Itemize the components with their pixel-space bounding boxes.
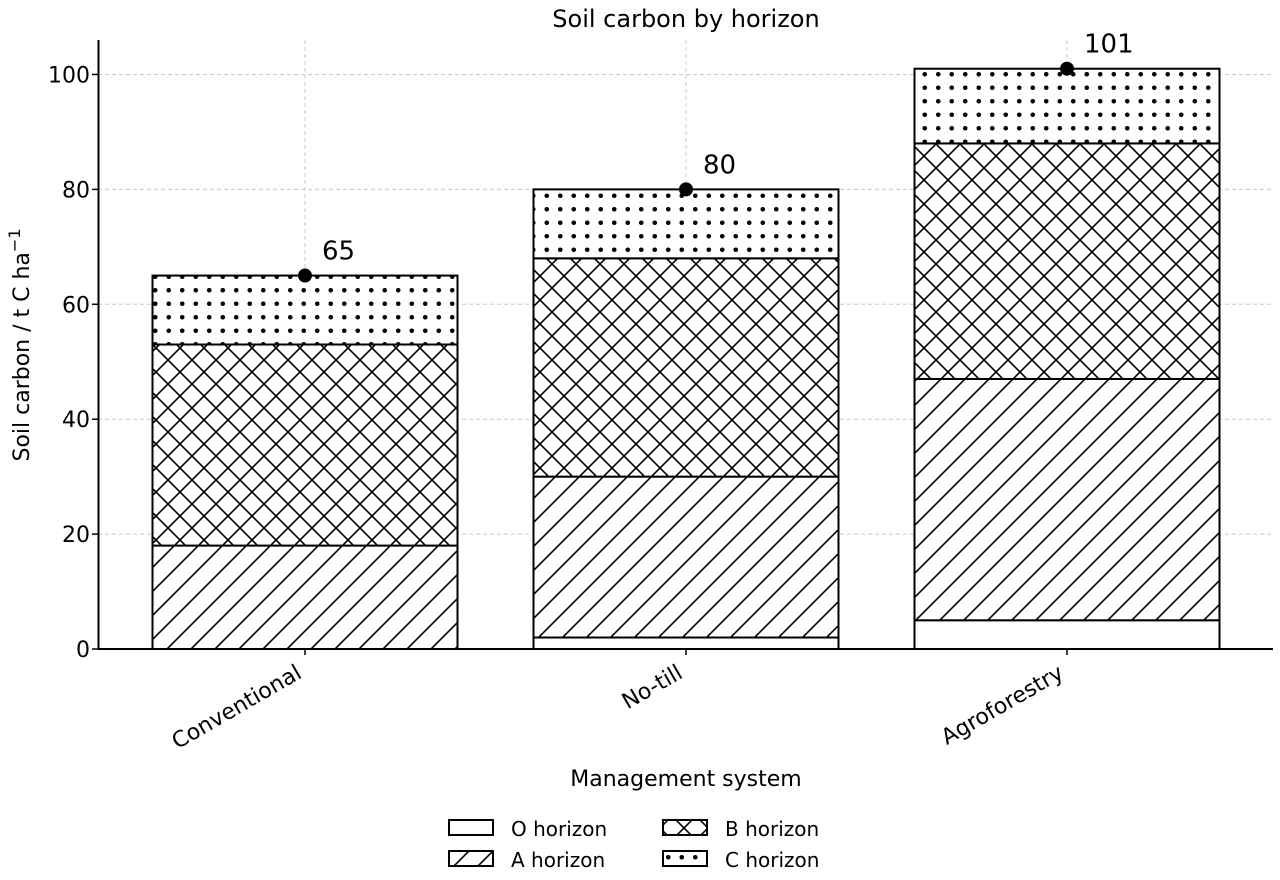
y-tick-label: 100 (48, 63, 90, 88)
bar-segment-c-horizon (532, 188, 840, 260)
y-tick-label: 0 (76, 638, 90, 663)
total-label: 80 (703, 150, 736, 180)
y-axis-title-superscript: −1 (5, 228, 24, 252)
x-tick-label: Agroforestry (937, 661, 1068, 751)
bar-segment-a-horizon (151, 544, 459, 650)
bar-segment-o-horizon (913, 619, 1221, 650)
y-tick-label: 80 (62, 178, 90, 203)
legend-swatch (662, 819, 708, 836)
y-tick-label: 20 (62, 523, 90, 548)
bar-stack-no-till (532, 188, 840, 651)
bar-segment-b-horizon (913, 142, 1221, 380)
bar-segment-c-horizon (151, 274, 459, 346)
legend-label: B horizon (725, 817, 819, 841)
legend-item-c-horizon: C horizon (662, 848, 819, 872)
bar-stacks (151, 67, 1221, 651)
legend-label: C horizon (725, 848, 819, 872)
y-axis-title: Soil carbon / t C ha−1 (5, 228, 35, 461)
bar-stack-agroforestry (913, 67, 1221, 650)
total-marker (679, 182, 693, 197)
y-tick-label: 40 (62, 408, 90, 433)
total-marker (298, 268, 312, 283)
legend-item-o-horizon: O horizon (448, 817, 607, 841)
legend-swatch (662, 850, 708, 867)
bar-segment-b-horizon (532, 257, 840, 478)
total-markers: 65 80 101 (298, 30, 1134, 283)
legend-swatch (448, 819, 494, 836)
bar-segment-b-horizon (151, 343, 459, 547)
y-tick-label: 60 (62, 293, 90, 318)
bar-segment-a-horizon (532, 475, 840, 639)
chart-title: Soil carbon by horizon (552, 5, 819, 33)
total-label: 101 (1084, 30, 1134, 60)
x-ticks: Conventional No-till Agroforestry (168, 649, 1068, 755)
total-marker (1060, 61, 1074, 76)
x-tick-label: Conventional (168, 661, 306, 755)
y-axis-title-text: Soil carbon / t C ha (10, 252, 35, 461)
legend-item-b-horizon: B horizon (662, 817, 819, 841)
bar-stack-conventional (151, 274, 459, 650)
x-axis-title: Management system (570, 767, 801, 792)
legend: O horizon A horizon B horizon C horizon (448, 817, 819, 872)
legend-swatch (448, 850, 494, 867)
y-ticks: 0 20 40 60 80 100 (48, 63, 98, 663)
x-tick-label: No-till (618, 661, 687, 715)
total-label: 65 (322, 237, 355, 267)
bar-segment-c-horizon (913, 67, 1221, 145)
bar-segment-o-horizon (532, 636, 840, 651)
bar-segment-a-horizon (913, 377, 1221, 622)
legend-label: A horizon (511, 848, 605, 872)
legend-item-a-horizon: A horizon (448, 848, 605, 872)
legend-label: O horizon (511, 817, 607, 841)
